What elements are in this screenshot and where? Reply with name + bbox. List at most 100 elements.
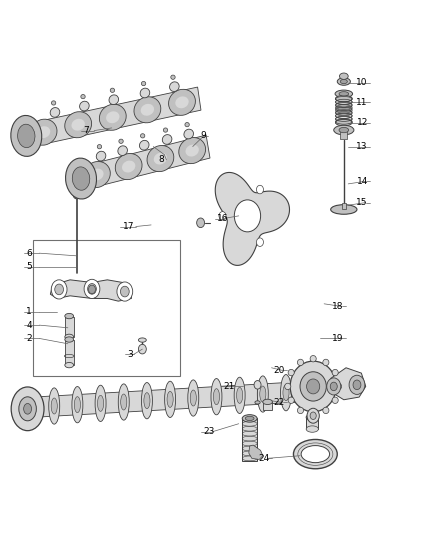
Bar: [242, 418, 257, 461]
Ellipse shape: [190, 390, 196, 406]
Ellipse shape: [134, 97, 161, 123]
Text: 20: 20: [273, 366, 285, 375]
Ellipse shape: [118, 384, 129, 420]
Text: 17: 17: [123, 222, 134, 231]
Ellipse shape: [11, 387, 44, 431]
Text: 16: 16: [217, 214, 228, 223]
Ellipse shape: [285, 383, 291, 390]
Circle shape: [51, 280, 67, 299]
Ellipse shape: [335, 90, 353, 98]
Ellipse shape: [280, 375, 291, 411]
Ellipse shape: [163, 128, 168, 132]
Ellipse shape: [336, 119, 352, 126]
Bar: [342, 203, 346, 209]
Circle shape: [234, 200, 261, 232]
Ellipse shape: [323, 407, 329, 414]
Bar: [336, 99, 352, 123]
Ellipse shape: [109, 95, 119, 104]
Text: 19: 19: [332, 334, 344, 343]
Text: 6: 6: [26, 249, 32, 257]
Text: 21: 21: [223, 382, 235, 391]
Ellipse shape: [184, 129, 194, 139]
Ellipse shape: [154, 152, 167, 165]
Ellipse shape: [300, 372, 326, 401]
Ellipse shape: [141, 134, 145, 138]
Ellipse shape: [255, 401, 260, 404]
Ellipse shape: [186, 144, 199, 157]
Ellipse shape: [25, 389, 36, 425]
Ellipse shape: [237, 387, 243, 403]
Text: 2: 2: [26, 334, 32, 343]
Ellipse shape: [297, 407, 304, 414]
Ellipse shape: [99, 104, 126, 130]
Text: 23: 23: [204, 427, 215, 436]
Ellipse shape: [169, 90, 195, 115]
Ellipse shape: [96, 151, 106, 161]
Ellipse shape: [72, 167, 90, 190]
Ellipse shape: [118, 146, 127, 156]
Ellipse shape: [30, 119, 57, 145]
Circle shape: [219, 212, 226, 220]
Text: 1: 1: [26, 308, 32, 316]
Ellipse shape: [288, 369, 294, 376]
Polygon shape: [50, 280, 131, 301]
Ellipse shape: [65, 112, 92, 138]
Ellipse shape: [288, 397, 294, 403]
Polygon shape: [79, 135, 210, 190]
Ellipse shape: [242, 415, 257, 422]
Ellipse shape: [65, 313, 74, 319]
Ellipse shape: [170, 82, 179, 92]
Bar: [65, 340, 74, 365]
Ellipse shape: [185, 123, 189, 127]
Ellipse shape: [179, 138, 205, 164]
Ellipse shape: [141, 383, 152, 419]
Bar: [65, 317, 74, 337]
Ellipse shape: [119, 139, 123, 143]
Ellipse shape: [171, 75, 175, 79]
Ellipse shape: [293, 439, 337, 469]
Ellipse shape: [37, 126, 50, 138]
Circle shape: [310, 412, 316, 419]
Ellipse shape: [263, 399, 272, 405]
Circle shape: [197, 218, 205, 228]
Ellipse shape: [115, 154, 142, 180]
Bar: [306, 417, 318, 429]
Text: 22: 22: [273, 398, 285, 407]
Polygon shape: [215, 173, 290, 265]
Ellipse shape: [297, 359, 304, 366]
Text: 9: 9: [200, 132, 206, 140]
Text: 24: 24: [258, 454, 269, 463]
Ellipse shape: [336, 95, 352, 102]
Ellipse shape: [332, 397, 338, 403]
Ellipse shape: [95, 385, 106, 422]
Ellipse shape: [138, 338, 146, 342]
Polygon shape: [249, 445, 263, 459]
Circle shape: [84, 279, 100, 298]
Circle shape: [120, 286, 129, 297]
Text: 11: 11: [357, 98, 368, 107]
Ellipse shape: [90, 168, 103, 181]
Text: 3: 3: [127, 350, 133, 359]
Ellipse shape: [11, 116, 42, 156]
Ellipse shape: [337, 78, 350, 85]
Circle shape: [73, 190, 80, 199]
Ellipse shape: [301, 446, 330, 463]
Polygon shape: [331, 368, 366, 400]
Circle shape: [307, 408, 319, 423]
Ellipse shape: [162, 135, 172, 144]
Ellipse shape: [81, 94, 85, 99]
Ellipse shape: [260, 386, 266, 402]
Ellipse shape: [332, 369, 338, 376]
Ellipse shape: [323, 359, 329, 366]
Ellipse shape: [106, 111, 120, 123]
Ellipse shape: [110, 88, 115, 92]
Ellipse shape: [84, 161, 110, 188]
Circle shape: [55, 284, 64, 295]
Bar: [340, 130, 347, 139]
Ellipse shape: [290, 361, 336, 411]
Ellipse shape: [74, 397, 81, 413]
Ellipse shape: [307, 379, 320, 394]
Circle shape: [88, 284, 96, 294]
Ellipse shape: [211, 378, 222, 415]
Circle shape: [349, 375, 365, 394]
